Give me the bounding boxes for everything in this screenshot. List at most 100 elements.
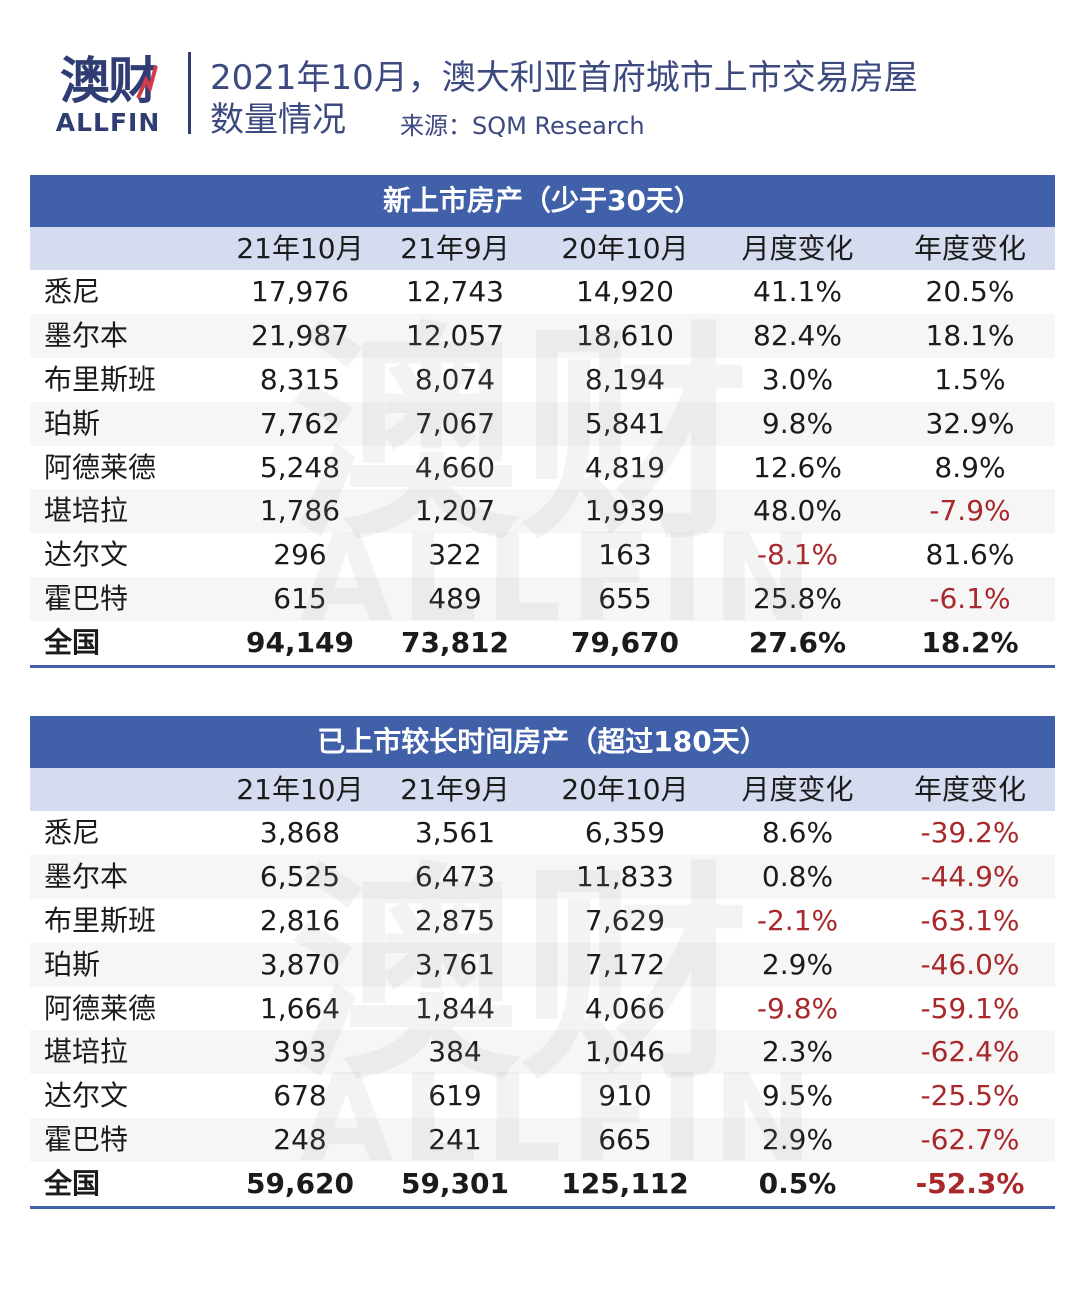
value-cell: 7,629: [584, 903, 666, 937]
value-cell: 1,664: [259, 991, 341, 1025]
table-row: 霍巴特 248 241 665 2.9% -62.7%: [30, 1118, 1055, 1163]
value-cell: 48.0%: [753, 494, 842, 528]
value-cell: 4,066: [584, 991, 666, 1025]
table-row: 墨尔本 21,987 12,057 18,610 82.4% 18.1%: [30, 313, 1055, 358]
city-cell: 阿德莱德: [44, 991, 157, 1025]
value-cell: -46.0%: [920, 947, 1020, 981]
value-cell: 21,987: [251, 318, 349, 352]
table-body: 悉尼 3,868 3,561 6,359 8.6% -39.2% 墨尔本 6,525 6,473…: [30, 811, 1055, 1206]
value-cell: 125,112: [561, 1167, 689, 1201]
value-cell: -39.2%: [920, 816, 1020, 849]
value-cell: 619: [428, 1079, 482, 1113]
value-cell: 11,833: [576, 859, 674, 893]
value-cell: 18,610: [576, 318, 674, 352]
city-cell: 全国: [44, 626, 101, 660]
value-cell: 7,067: [414, 406, 496, 440]
city-cell: 布里斯班: [44, 903, 157, 937]
column-header: 月度变化: [741, 773, 854, 806]
value-cell: 4,660: [414, 450, 496, 484]
value-cell: 8,074: [414, 362, 496, 396]
value-cell: 2,875: [414, 903, 496, 937]
value-cell: 1,939: [584, 494, 666, 528]
column-header: 21年9月: [400, 773, 510, 806]
column-header: 21年10月: [236, 232, 364, 265]
value-cell: 5,841: [584, 406, 666, 440]
value-cell: -63.1%: [920, 903, 1020, 937]
table-row: 阿德莱德 1,664 1,844 4,066 -9.8% -59.1%: [30, 987, 1055, 1031]
value-cell: 27.6%: [748, 626, 847, 660]
value-cell: 393: [273, 1035, 327, 1069]
value-cell: 910: [598, 1079, 652, 1113]
column-header: 年度变化: [913, 232, 1026, 265]
value-cell: 12.6%: [753, 450, 842, 484]
city-cell: 悉尼: [44, 275, 101, 308]
column-header: 21年10月: [236, 773, 364, 806]
value-cell: 2,816: [259, 903, 341, 937]
value-cell: 322: [428, 538, 482, 572]
city-cell: 霍巴特: [44, 582, 129, 616]
value-cell: -44.9%: [920, 859, 1020, 893]
logo-accent-icon: [136, 65, 158, 99]
table-row: 布里斯班 2,816 2,875 7,629 -2.1% -63.1%: [30, 899, 1055, 943]
value-cell: 248: [273, 1123, 327, 1157]
table-header-row: 21年10月 21年9月 20年10月 月度变化 年度变化: [30, 227, 1055, 270]
column-header: [30, 227, 230, 270]
value-cell: 7,172: [584, 947, 666, 981]
table-row: 达尔文 296 322 163 -8.1% 81.6%: [30, 533, 1055, 577]
table-bottom-rule: [30, 1206, 1055, 1210]
value-cell: 1,844: [414, 991, 496, 1025]
table-title: 新上市房产（少于30天）: [30, 175, 1055, 227]
value-cell: 1,207: [414, 494, 496, 528]
table-row: 霍巴特 615 489 655 25.8% -6.1%: [30, 577, 1055, 622]
city-cell: 堪培拉: [44, 494, 129, 528]
value-cell: 489: [428, 582, 482, 616]
value-cell: 678: [273, 1079, 327, 1113]
value-cell: 59,620: [245, 1167, 355, 1201]
city-cell: 达尔文: [44, 538, 129, 572]
value-cell: 7,762: [259, 406, 341, 440]
total-row: 全国 94,149 73,812 79,670 27.6% 18.2%: [30, 621, 1055, 665]
value-cell: -9.8%: [756, 991, 839, 1025]
value-cell: 12,057: [406, 318, 504, 352]
new-listings-table: 新上市房产（少于30天） 21年10月 21年9月 20年10月 月度变化 年度变化 悉…: [30, 175, 1055, 669]
city-cell: 全国: [44, 1167, 101, 1201]
city-cell: 布里斯班: [44, 362, 157, 396]
city-cell: 悉尼: [44, 816, 101, 849]
value-cell: 79,670: [570, 626, 680, 660]
value-cell: 296: [273, 538, 327, 572]
value-cell: 17,976: [251, 275, 349, 308]
column-header: 月度变化: [741, 232, 854, 265]
value-cell: 41.1%: [753, 275, 842, 308]
value-cell: 8.9%: [934, 450, 1006, 484]
value-cell: 94,149: [245, 626, 355, 660]
value-cell: -59.1%: [920, 991, 1020, 1025]
city-cell: 珀斯: [44, 406, 101, 440]
value-cell: -2.1%: [756, 903, 839, 937]
value-cell: -8.1%: [756, 538, 839, 572]
value-cell: 384: [428, 1035, 482, 1069]
value-cell: 8,194: [584, 362, 666, 396]
table-bottom-rule: [30, 665, 1055, 669]
value-cell: 4,819: [584, 450, 666, 484]
table-row: 悉尼 17,976 12,743 14,920 41.1% 20.5%: [30, 270, 1055, 314]
value-cell: 18.1%: [925, 318, 1015, 352]
value-cell: -6.1%: [929, 582, 1011, 616]
value-cell: 163: [598, 538, 652, 572]
column-header: 21年9月: [400, 232, 510, 265]
page-title-line2: 数量情况: [210, 100, 346, 140]
city-cell: 珀斯: [44, 947, 101, 981]
header-divider: [188, 52, 191, 134]
logo-chinese-text: 澳财: [60, 52, 158, 110]
value-cell: -62.7%: [920, 1123, 1020, 1157]
value-cell: 82.4%: [753, 318, 842, 352]
value-cell: 3,761: [414, 947, 496, 981]
table-row: 堪培拉 393 384 1,046 2.3% -62.4%: [30, 1030, 1055, 1075]
value-cell: 1,786: [259, 494, 341, 528]
table-row: 达尔文 678 619 910 9.5% -25.5%: [30, 1074, 1055, 1118]
source-note: 来源：SQM Research: [400, 112, 645, 140]
value-cell: -62.4%: [920, 1035, 1020, 1069]
value-cell: 2.3%: [761, 1035, 834, 1069]
value-cell: 9.8%: [761, 406, 834, 440]
page-title-line1: 2021年10月，澳大利亚首府城市上市交易房屋: [210, 58, 918, 98]
value-cell: 12,743: [406, 275, 504, 308]
